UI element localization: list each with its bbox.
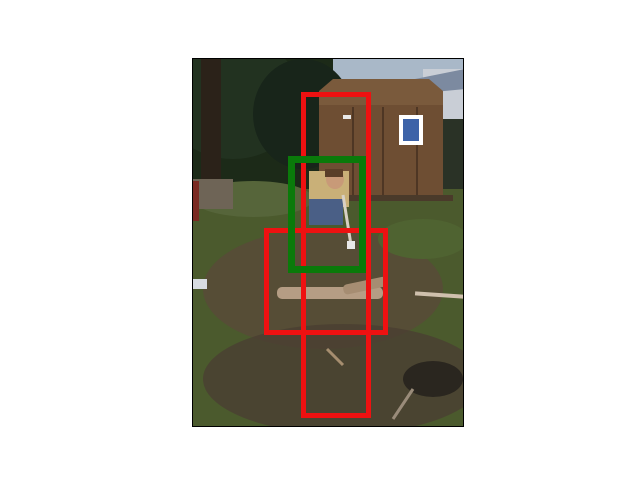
shed-window: [403, 119, 419, 141]
dirt-foreground: [203, 324, 463, 426]
shed-roof: [319, 79, 443, 107]
detection-box-person: [288, 156, 366, 273]
woodpile: [193, 179, 233, 209]
person-jeans: [309, 199, 343, 225]
person-hair: [325, 169, 343, 177]
detection-box-wide: [264, 228, 388, 335]
stick-2: [325, 347, 345, 367]
white-object: [193, 279, 207, 289]
brush-pile: [403, 361, 463, 397]
shed-latch: [343, 115, 351, 119]
red-object: [193, 181, 199, 221]
person-gloves: [347, 241, 355, 249]
stick: [414, 291, 463, 299]
detection-box-tall: [301, 92, 371, 418]
grass-patch-2: [378, 219, 463, 259]
trees-right: [443, 119, 463, 199]
log-branch: [343, 276, 387, 295]
twig: [391, 388, 415, 420]
tree-trunk: [201, 59, 221, 184]
axe-handle: [341, 194, 353, 246]
shed-base: [313, 195, 453, 201]
